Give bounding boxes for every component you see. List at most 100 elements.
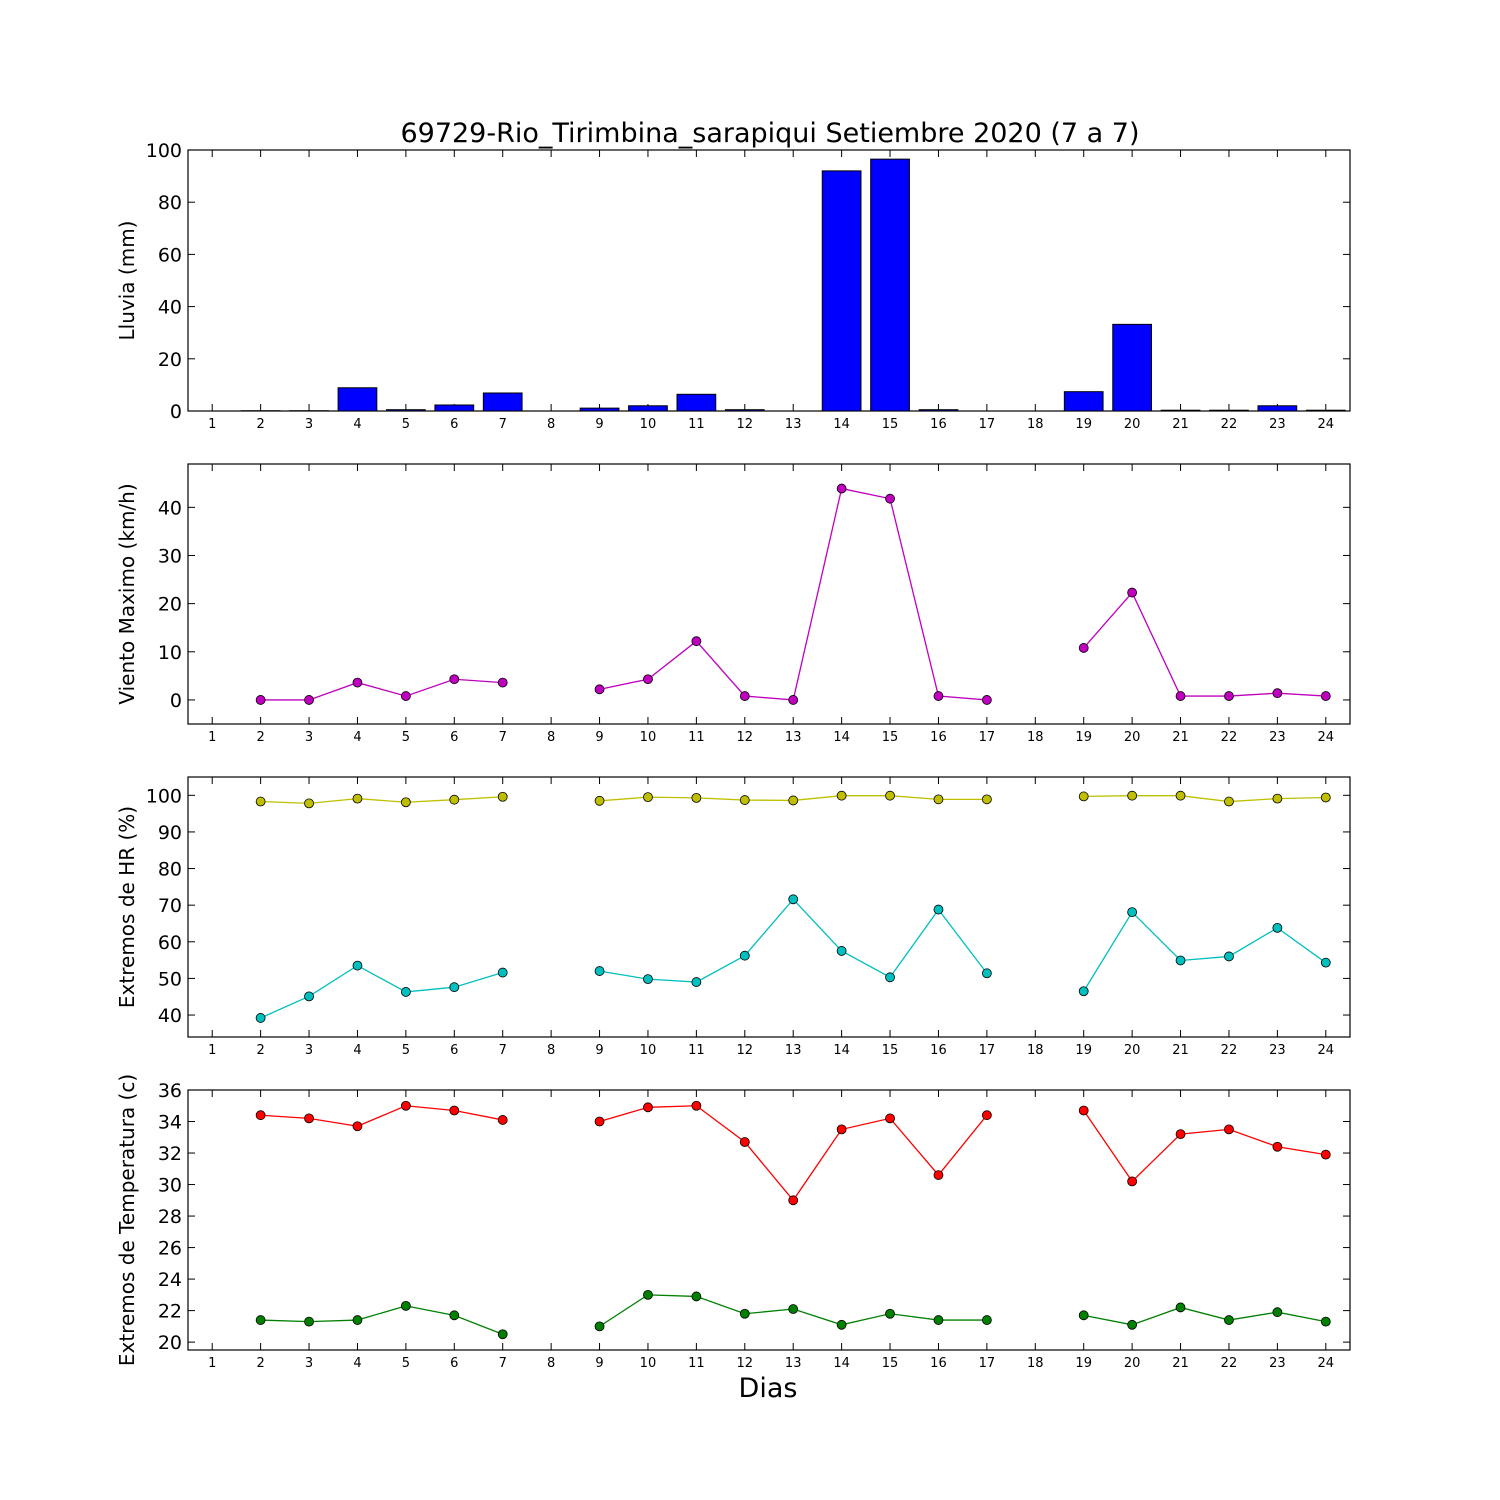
x-tick-label: 12 xyxy=(737,730,754,745)
x-tick-label: 24 xyxy=(1318,730,1335,745)
series-line xyxy=(1083,1306,1326,1326)
data-point xyxy=(497,1329,508,1340)
x-tick-label: 4 xyxy=(353,417,361,432)
x-tick-label: 19 xyxy=(1075,1356,1092,1371)
data-point xyxy=(1272,688,1283,699)
data-point xyxy=(255,1110,266,1121)
x-tick-label: 12 xyxy=(737,417,754,432)
data-point xyxy=(400,1100,411,1111)
bar xyxy=(1209,409,1249,412)
x-tick-label: 6 xyxy=(450,417,458,432)
x-tick-label: 12 xyxy=(737,1356,754,1371)
x-tick-label: 22 xyxy=(1221,1043,1238,1058)
x-tick-label: 21 xyxy=(1172,1043,1189,1058)
data-point xyxy=(691,1291,702,1302)
x-tick-label: 8 xyxy=(547,730,555,745)
data-point xyxy=(400,987,411,997)
x-tick-label: 9 xyxy=(595,1043,603,1058)
x-tick-label: 18 xyxy=(1027,1043,1044,1058)
data-point xyxy=(304,1316,314,1327)
x-tick-label: 3 xyxy=(305,730,313,745)
series-line xyxy=(1083,911,1327,992)
data-point xyxy=(691,977,702,987)
x-tick-label: 16 xyxy=(930,1356,947,1371)
x-tick-label: 11 xyxy=(688,730,705,745)
x-tick-label: 8 xyxy=(547,417,555,432)
data-point xyxy=(1078,791,1089,802)
data-point xyxy=(1272,1141,1283,1152)
data-point xyxy=(352,677,363,688)
x-tick-label: 13 xyxy=(785,1043,802,1058)
x-tick-label: 3 xyxy=(305,417,313,432)
data-point xyxy=(1078,986,1089,997)
y-tick-label: 40 xyxy=(158,497,182,519)
x-tick-label: 7 xyxy=(499,1043,507,1058)
x-tick-label: 9 xyxy=(595,417,603,432)
x-tick-label: 14 xyxy=(833,1043,850,1058)
bar xyxy=(1305,409,1346,412)
y-tick-label: 28 xyxy=(158,1206,182,1228)
x-tick-label: 6 xyxy=(450,1043,458,1058)
data-point xyxy=(400,797,411,808)
bar xyxy=(579,407,620,412)
data-point xyxy=(643,1289,653,1300)
x-tick-label: 7 xyxy=(499,417,507,432)
data-point xyxy=(1224,1315,1234,1325)
data-point xyxy=(981,695,992,705)
x-tick-label: 5 xyxy=(402,417,410,432)
x-tick-label: 2 xyxy=(256,1043,264,1058)
y-tick-label: 100 xyxy=(146,140,182,162)
x-tick-label: 16 xyxy=(930,730,947,745)
x-tick-label: 15 xyxy=(882,1043,899,1058)
y-axis-label: Viento Maximo (km/h) xyxy=(115,483,139,704)
data-point xyxy=(885,1308,895,1319)
x-tick-label: 18 xyxy=(1027,1356,1044,1371)
x-tick-label: 8 xyxy=(547,1043,555,1058)
x-tick-label: 23 xyxy=(1269,730,1286,745)
y-tick-label: 30 xyxy=(158,545,182,567)
data-point xyxy=(1320,691,1331,701)
data-point xyxy=(1127,587,1138,598)
data-point xyxy=(788,894,799,905)
x-tick-label: 16 xyxy=(930,417,947,432)
x-tick-label: 2 xyxy=(256,1356,264,1371)
x-tick-label: 1 xyxy=(208,417,216,432)
x-tick-label: 23 xyxy=(1269,1043,1286,1058)
x-tick-label: 17 xyxy=(979,730,996,745)
data-point xyxy=(933,794,944,805)
data-point xyxy=(885,1113,895,1124)
data-point xyxy=(739,691,750,701)
x-tick-label: 21 xyxy=(1172,1356,1189,1371)
data-point xyxy=(594,1321,605,1332)
bar xyxy=(918,409,959,412)
bar xyxy=(870,158,910,412)
x-tick-label: 19 xyxy=(1075,417,1092,432)
y-axis-label: Extremos de HR (%) xyxy=(115,806,139,1008)
data-point xyxy=(836,483,847,494)
y-tick-label: 36 xyxy=(158,1080,182,1102)
data-point xyxy=(1127,790,1138,801)
data-point xyxy=(449,674,460,685)
data-point xyxy=(1272,922,1283,933)
figure-title: 69729-Rio_Tirimbina_sarapiqui Setiembre … xyxy=(400,118,1139,149)
bar xyxy=(676,393,717,412)
data-point xyxy=(739,1137,750,1147)
data-point xyxy=(981,968,992,979)
data-point xyxy=(304,798,314,809)
x-tick-label: 15 xyxy=(882,730,899,745)
x-tick-label: 13 xyxy=(785,730,802,745)
data-point xyxy=(1320,1316,1331,1327)
y-tick-label: 40 xyxy=(158,1005,182,1027)
data-point xyxy=(255,1013,266,1023)
data-point xyxy=(1078,643,1089,653)
y-tick-label: 0 xyxy=(170,401,182,423)
y-tick-label: 80 xyxy=(158,192,182,214)
x-tick-label: 9 xyxy=(595,1356,603,1371)
x-tick-label: 1 xyxy=(208,1043,216,1058)
y-tick-label: 34 xyxy=(158,1112,182,1134)
y-tick-label: 32 xyxy=(158,1143,182,1165)
data-point xyxy=(1224,951,1234,962)
x-tick-label: 18 xyxy=(1027,417,1044,432)
